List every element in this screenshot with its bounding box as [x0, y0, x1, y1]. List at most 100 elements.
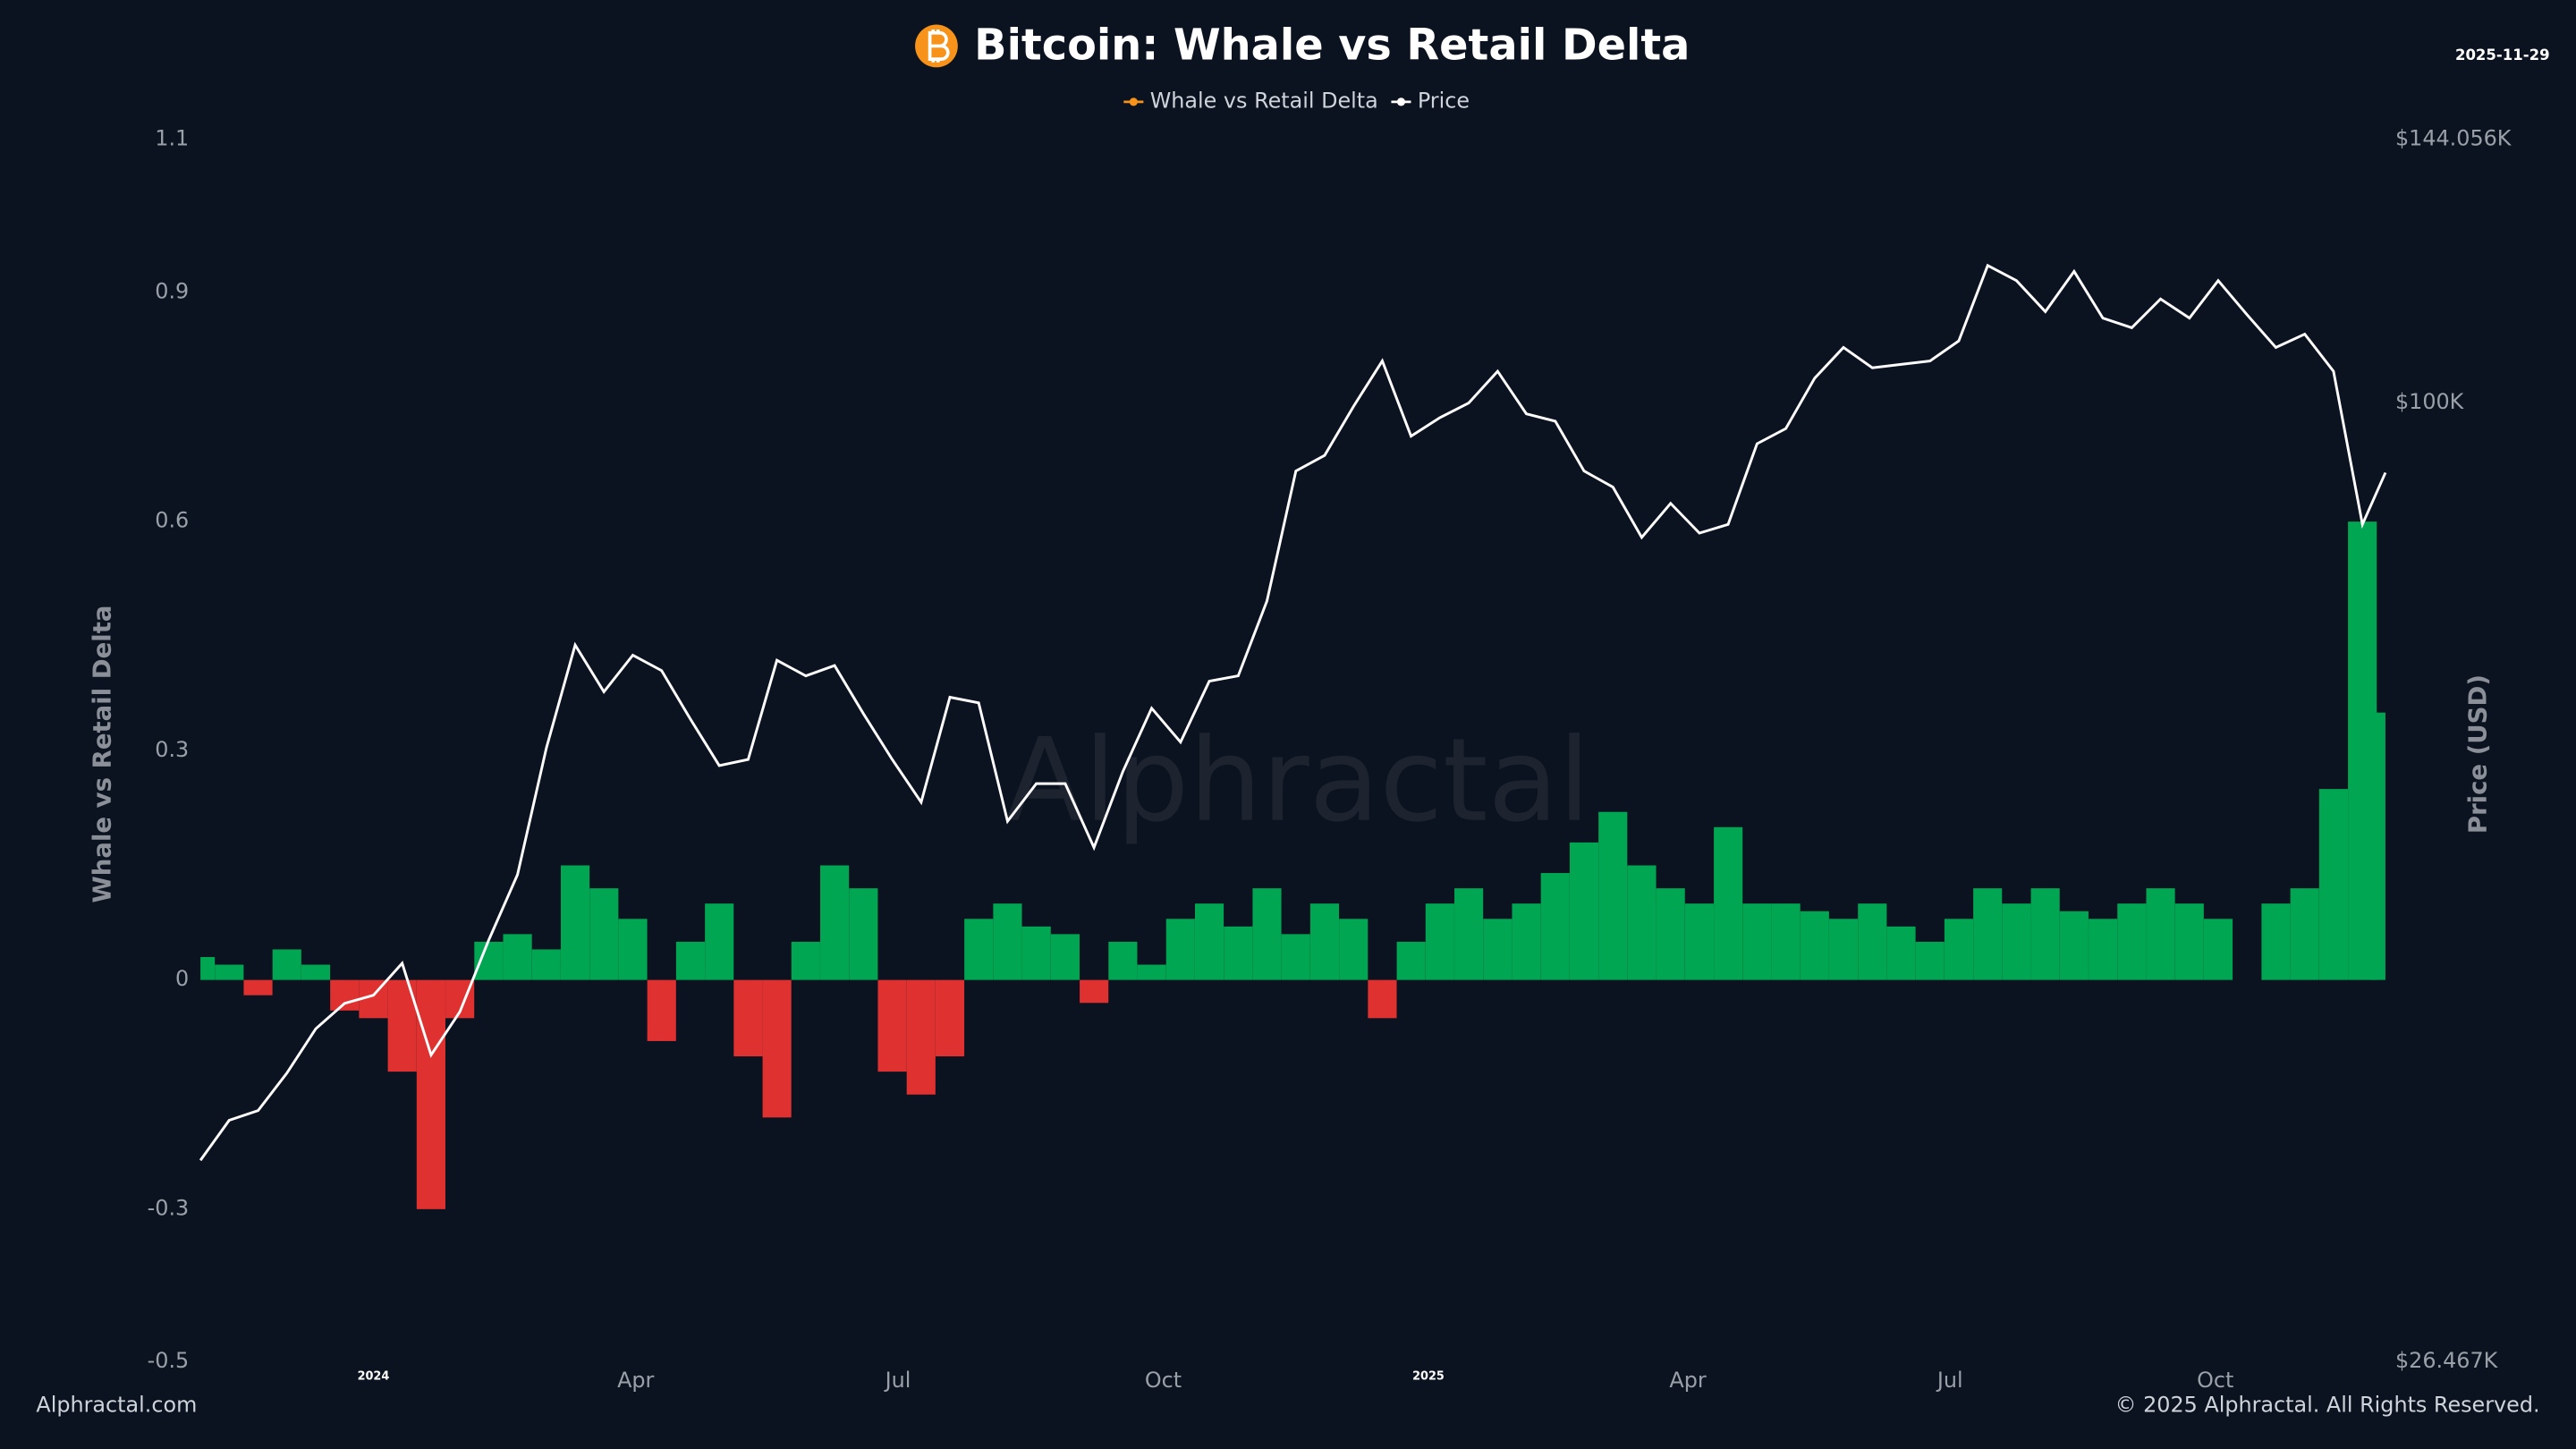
delta-bar [1569, 842, 1599, 980]
delta-bar [1281, 934, 1310, 980]
delta-bar [877, 979, 907, 1072]
delta-bar [2002, 903, 2031, 980]
delta-bar [733, 979, 763, 1057]
delta-bar [589, 888, 619, 980]
delta-bar [993, 903, 1022, 980]
delta-bar [1396, 941, 1426, 980]
delta-bar [2290, 888, 2319, 980]
y2-axis-title: Price (USD) [2464, 674, 2493, 834]
delta-bar [1483, 919, 1513, 980]
delta-bar [1137, 964, 1166, 980]
delta-bar [1714, 826, 1743, 980]
source: Alphractal.com [36, 1393, 197, 1418]
x-tick-label: Oct [2197, 1368, 2233, 1393]
delta-bar [675, 941, 706, 980]
delta-bar [762, 979, 792, 1118]
delta-bar [531, 949, 561, 980]
delta-bar [2318, 789, 2349, 980]
x-tick-label: Jul [884, 1368, 911, 1393]
delta-bar [503, 934, 532, 980]
delta-bar [1425, 903, 1454, 980]
delta-bar [906, 979, 936, 1095]
delta-bar [2117, 903, 2147, 980]
delta-bar [935, 979, 965, 1057]
delta-bar [1050, 934, 1080, 980]
delta-bar [618, 919, 648, 980]
watermark: Alphractal [1005, 715, 1590, 848]
legend-marker [1129, 97, 1138, 106]
y2-tick-label: $144.056K [2395, 126, 2512, 151]
date-stamp: 2025-11-29 [2455, 47, 2550, 64]
delta-bar [560, 865, 590, 980]
x-tick-label: Jul [1936, 1368, 1963, 1393]
delta-bar [1194, 903, 1224, 980]
delta-bar [2203, 919, 2233, 980]
delta-bar [1224, 926, 1253, 980]
delta-bar [1886, 926, 1916, 980]
y-axis-title: Whale vs Retail Delta [89, 605, 117, 902]
y2-tick-label: $100K [2395, 389, 2465, 414]
delta-bar [1252, 888, 1282, 980]
delta-bar [200, 956, 216, 980]
legend-label: Price [1418, 88, 1470, 113]
delta-bar [1080, 979, 1109, 1004]
delta-bar [820, 865, 850, 980]
x-tick-label: Oct [1145, 1368, 1182, 1393]
delta-bar [1828, 919, 1859, 980]
bitcoin-glyph [928, 30, 950, 63]
y2-tick-label: $26.467K [2395, 1348, 2499, 1373]
delta-bar [1800, 911, 1829, 980]
legend: Whale vs Retail Delta Price [1123, 88, 1470, 113]
legend-marker [1396, 97, 1406, 106]
delta-bar [2174, 903, 2204, 980]
delta-bar [1454, 888, 1484, 980]
delta-bar [1598, 811, 1628, 980]
x-tick-label: Apr [617, 1368, 654, 1393]
delta-bar [1973, 888, 2003, 980]
delta-bar [1540, 873, 1570, 980]
delta-bar [1165, 919, 1195, 980]
delta-bar [1108, 941, 1138, 980]
chart-title: Bitcoin: Whale vs Retail Delta [974, 21, 1690, 70]
delta-bar [964, 919, 994, 980]
delta-bar [1309, 903, 1340, 980]
y-tick-label: 1.1 [155, 126, 189, 151]
delta-bar [1368, 979, 1397, 1019]
delta-bar [330, 979, 360, 1011]
delta-bar [849, 888, 878, 980]
delta-bar [1742, 903, 1772, 980]
delta-bar [1339, 919, 1368, 980]
y-tick-label: 0.3 [155, 737, 189, 762]
delta-bar [1656, 888, 1685, 980]
delta-bar [416, 979, 445, 1209]
copyright: © 2025 Alphractal. All Rights Reserved. [2115, 1393, 2540, 1418]
delta-bar [1021, 926, 1051, 980]
delta-bar [1627, 865, 1657, 980]
y-tick-label: -0.5 [148, 1348, 190, 1373]
delta-bar [2059, 911, 2089, 980]
delta-bar [272, 949, 301, 980]
delta-bar [243, 979, 273, 996]
y-tick-label: 0 [175, 966, 189, 991]
x-tick-label: 2024 [358, 1370, 390, 1384]
delta-bar [2146, 888, 2175, 980]
delta-bar [474, 941, 504, 980]
delta-bar [2089, 919, 2118, 980]
delta-bar [705, 903, 734, 980]
delta-bar [2261, 903, 2291, 980]
y-tick-label: 0.6 [155, 508, 189, 533]
delta-bar [301, 964, 331, 980]
delta-bar [1915, 941, 1945, 980]
delta-bar [2030, 888, 2060, 980]
delta-bar [1771, 903, 1801, 980]
delta-bar [1858, 903, 1887, 980]
delta-bar [1684, 903, 1714, 980]
x-tick-label: 2025 [1412, 1370, 1445, 1384]
legend-label: Whale vs Retail Delta [1150, 88, 1378, 113]
delta-bar [1512, 903, 1541, 980]
delta-bar [791, 941, 820, 980]
y-tick-label: -0.3 [148, 1195, 190, 1220]
x-tick-label: Apr [1669, 1368, 1706, 1393]
